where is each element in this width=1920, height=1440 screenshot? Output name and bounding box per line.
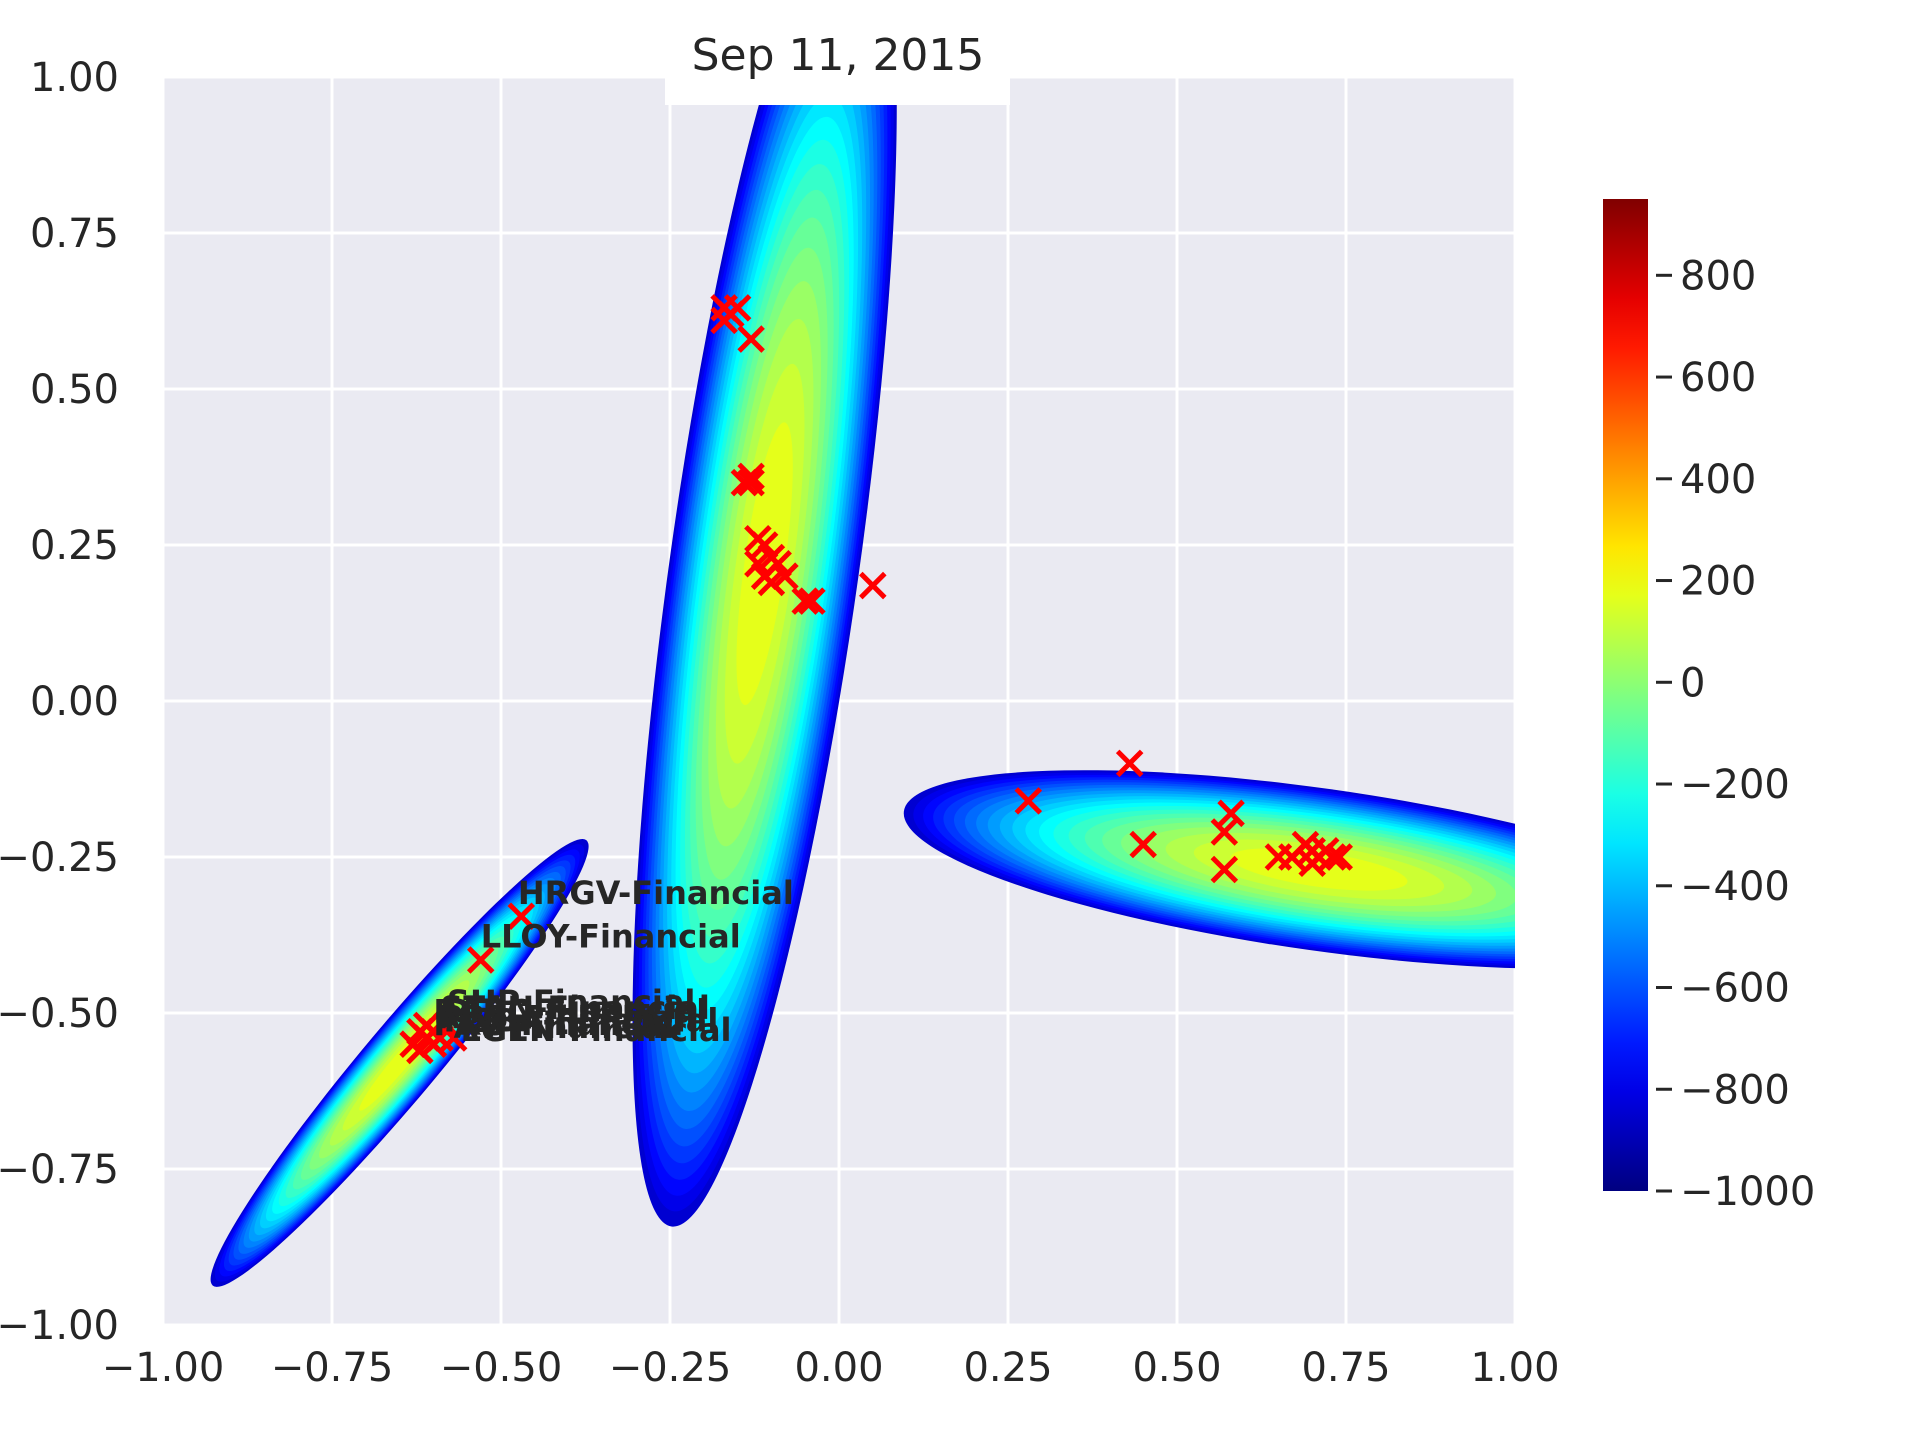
data-point	[1014, 787, 1043, 815]
colorbar-tick-label: 0	[1680, 660, 1705, 706]
x-axis-ticks: −1.00 −0.75 −0.50 −0.25 0.00 0.25 0.50 0.75 1.00	[102, 1345, 1560, 1391]
point-label: SHP-Financial	[447, 983, 695, 1021]
data-point	[737, 468, 765, 497]
y-tick-label: 0.00	[30, 679, 119, 725]
x-tick-label: −0.50	[440, 1345, 563, 1391]
data-point	[1210, 855, 1239, 884]
contour-cluster	[210, 838, 589, 1287]
point-label: PRU-Financial	[433, 1005, 683, 1043]
data-point	[412, 1011, 441, 1040]
colorbar-ticks: 800 600 400 200 0 −200 −400 −600 −800 −1000	[1656, 253, 1815, 1215]
data-point	[798, 587, 826, 615]
title-text: Sep 11, 2015	[692, 30, 985, 81]
colorbar-tick-label: 400	[1680, 457, 1756, 503]
point-label: RBS-Financial	[437, 999, 685, 1037]
data-point	[1129, 830, 1157, 859]
colorbar-tick-label: −200	[1680, 762, 1790, 808]
y-tick-label: −0.50	[0, 991, 119, 1037]
x-tick-label: 0.75	[1301, 1345, 1390, 1391]
x-tick-label: 1.00	[1470, 1345, 1559, 1391]
title-box	[665, 29, 1010, 105]
data-point	[1115, 749, 1144, 778]
point-label: STAN-Financial	[440, 989, 710, 1027]
x-tick-label: 0.50	[1132, 1345, 1221, 1391]
y-axis-ticks: 1.00 0.75 0.50 0.25 0.00 −0.25 −0.50 −0.75 −1.00	[0, 55, 119, 1349]
y-tick-label: −0.75	[0, 1147, 119, 1193]
x-tick-label: −0.75	[271, 1345, 394, 1391]
point-label: AV-Financial	[454, 1008, 675, 1046]
colorbar-tick-label: −400	[1680, 864, 1790, 910]
y-tick-label: −1.00	[0, 1303, 119, 1349]
data-point	[771, 562, 799, 590]
colorbar: 800 600 400 200 0 −200 −400 −600 −800 −1000	[1603, 199, 1815, 1215]
point-label: LLOY-Financial	[481, 917, 741, 955]
density-contours	[210, 77, 1515, 1287]
x-tick-label: −0.25	[609, 1345, 732, 1391]
data-point	[507, 902, 536, 931]
data-points	[399, 294, 1354, 1065]
y-tick-label: 0.75	[30, 211, 119, 257]
data-point	[399, 1030, 427, 1058]
data-point	[1318, 843, 1347, 871]
data-point	[791, 587, 819, 615]
point-label: LGEN-Financial	[460, 1011, 731, 1049]
data-point	[757, 568, 786, 597]
y-tick-label: −0.25	[0, 835, 119, 881]
data-point	[1325, 843, 1354, 871]
colorbar-gradient	[1603, 199, 1648, 1191]
colorbar-tick-label: −600	[1680, 966, 1790, 1012]
data-point	[710, 306, 738, 335]
y-tick-label: 0.25	[30, 523, 119, 569]
colorbar-tick-label: 800	[1680, 253, 1756, 299]
y-tick-label: 1.00	[30, 55, 119, 101]
y-tick-label: 0.50	[30, 367, 119, 413]
x-tick-label: 0.00	[794, 1345, 883, 1391]
data-point	[737, 325, 765, 353]
colorbar-tick-label: −800	[1680, 1067, 1790, 1113]
x-tick-label: 0.25	[963, 1345, 1052, 1391]
point-label: HSBA-Financial	[444, 1002, 719, 1040]
colorbar-tick-label: −1000	[1680, 1169, 1815, 1215]
data-point	[859, 571, 887, 600]
data-point	[1217, 799, 1245, 828]
colorbar-tick-label: 600	[1680, 355, 1756, 401]
point-annotations: HRGV-Financial LLOY-Financial SHP-Financia…	[433, 874, 793, 1049]
colorbar-tick-label: 200	[1680, 559, 1756, 605]
chart-title: Sep 11, 2015	[665, 29, 1010, 105]
data-point	[737, 462, 765, 491]
point-label: HRGV-Financial	[518, 874, 794, 912]
data-point	[466, 946, 495, 974]
data-point	[439, 1024, 468, 1052]
x-tick-label: −1.00	[102, 1345, 225, 1391]
data-point	[1210, 818, 1239, 846]
point-label: BARC-Financial	[433, 992, 707, 1030]
